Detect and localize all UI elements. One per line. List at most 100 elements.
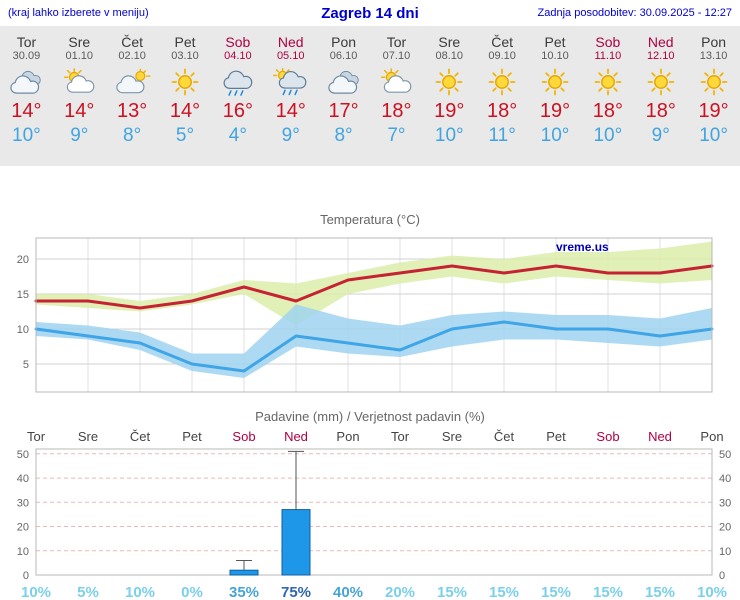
min-temperature: 8° (334, 125, 353, 146)
precip-probability: 10% (125, 584, 155, 600)
day-name: Čet (491, 34, 514, 50)
day-label: Ned (284, 429, 308, 444)
day-name: Sre (68, 34, 91, 50)
precip-probability: 75% (281, 584, 311, 600)
day-label: Pet (182, 429, 202, 444)
day-label: Pon (700, 429, 723, 444)
max-temperature: 14° (64, 100, 95, 122)
precipitation-chart: Tor Sre Čet Pet Sob Ned Pon Tor Sre Čet Pet Sob Ned P… (17, 429, 732, 600)
day-column[interactable]: Tor 30.09 14° 10° (0, 34, 53, 166)
max-temperature: 19° (539, 100, 571, 122)
day-date: 30.09 (12, 50, 41, 62)
y-tick-label: 10 (17, 324, 29, 336)
header: (kraj lahko izberete v meniju) Zagreb 14… (0, 0, 740, 26)
day-date: 06.10 (329, 50, 358, 62)
min-temperature: 4° (228, 125, 247, 146)
day-date: 05.10 (276, 50, 305, 62)
max-temperature: 14° (11, 100, 42, 122)
day-column[interactable]: Sre 01.10 14° 9° (53, 34, 106, 166)
max-temperature: 13° (117, 100, 148, 122)
min-temperature: 10° (593, 125, 623, 146)
day-label: Pet (546, 429, 566, 444)
precip-bar (281, 509, 311, 576)
day-column[interactable]: Pet 03.10 14° 5° (159, 34, 212, 166)
max-temperature: 19° (434, 100, 465, 122)
day-column[interactable]: Pon 13.10 19° 10° (687, 34, 740, 166)
sun-icon (166, 67, 204, 97)
min-temperature: 9° (281, 125, 300, 146)
y-tick-label: 40 (719, 473, 731, 485)
menu-hint: (kraj lahko izberete v meniju) (8, 7, 149, 19)
y-tick-label: 0 (719, 570, 725, 582)
precip-bar (229, 569, 259, 576)
min-temperature: 11° (488, 125, 516, 146)
day-column[interactable]: Ned 05.10 14° 9° (264, 34, 317, 166)
day-name: Ned (647, 34, 674, 50)
sun-icon (483, 67, 521, 97)
day-column[interactable]: Čet 09.10 18° 11° (476, 34, 529, 166)
plot-border (35, 448, 713, 576)
day-name: Pet (174, 34, 196, 50)
watermark-link[interactable]: vreme.us (556, 240, 609, 254)
y-tick-label: 15 (17, 289, 29, 301)
day-column[interactable]: Čet 02.10 13° 8° (106, 34, 159, 166)
min-temperature: 10° (699, 125, 728, 146)
day-column[interactable]: Sob 11.10 18° 10° (581, 34, 634, 166)
day-name: Čet (121, 34, 144, 50)
day-date: 09.10 (488, 50, 516, 62)
min-temperature-line (34, 320, 714, 373)
precip-probability: 15% (541, 584, 571, 600)
cloud-sun-icon (113, 67, 151, 97)
max-temperature: 17° (328, 100, 359, 122)
min-temperature: 9° (70, 125, 89, 146)
y-tick-label: 50 (17, 449, 29, 461)
precip-probability: 15% (489, 584, 519, 600)
precip-probability: 5% (77, 584, 99, 600)
y-tick-label: 10 (17, 546, 29, 558)
day-date: 03.10 (171, 50, 199, 62)
day-name: Pet (544, 34, 566, 50)
precip-chart-title: Padavine (mm) / Verjetnost padavin (%) (255, 409, 485, 424)
min-temperature: 10° (12, 125, 41, 146)
cloudy-icon (7, 67, 45, 97)
y-tick-label: 50 (719, 449, 731, 461)
min-temperature: 5° (175, 125, 195, 146)
max-temperature: 14° (169, 100, 201, 122)
page-title: Zagreb 14 dni (321, 4, 419, 22)
precip-probability: 10% (697, 584, 727, 600)
day-date: 02.10 (118, 50, 146, 62)
day-date: 07.10 (382, 50, 411, 62)
day-label: Sre (442, 429, 462, 444)
precip-probability: 40% (333, 584, 363, 600)
day-column[interactable]: Ned 12.10 18° 9° (634, 34, 687, 166)
day-name: Sob (595, 34, 621, 50)
min-temperature-range (36, 304, 712, 378)
precip-probability: 15% (593, 584, 623, 600)
y-tick-label: 40 (17, 473, 29, 485)
y-tick-label: 20 (17, 522, 29, 534)
max-temperature: 16° (222, 100, 253, 122)
day-column[interactable]: Tor 07.10 18° 7° (370, 34, 423, 166)
day-date: 01.10 (65, 50, 94, 62)
precip-probability: 15% (437, 584, 467, 600)
day-column[interactable]: Pet 10.10 19° 10° (529, 34, 582, 166)
max-temperature: 18° (592, 100, 623, 122)
day-label: Čet (130, 429, 151, 444)
sun-icon (695, 67, 733, 97)
sun-icon (430, 67, 468, 97)
last-updated: Zadnja posodobitev: 30.09.2025 - 12:27 (537, 7, 732, 19)
day-name: Pon (701, 34, 727, 50)
day-label: Tor (27, 429, 46, 444)
day-column[interactable]: Sre 08.10 19° 10° (423, 34, 476, 166)
forecast-strip: Tor 30.09 14° 10° Sre 01.10 14° 9° Čet 0… (0, 26, 740, 166)
y-tick-label: 30 (17, 497, 29, 509)
y-tick-label: 20 (719, 522, 731, 534)
min-temperature: 10° (540, 125, 570, 146)
day-column[interactable]: Sob 04.10 16° 4° (211, 34, 264, 166)
temperature-chart: 5 10 15 20 vreme.us (17, 237, 714, 393)
day-column[interactable]: Pon 06.10 17° 8° (317, 34, 370, 166)
day-label: Tor (391, 429, 410, 444)
rain-icon (219, 67, 257, 97)
day-name: Sre (438, 34, 461, 50)
partly-icon (60, 67, 98, 97)
